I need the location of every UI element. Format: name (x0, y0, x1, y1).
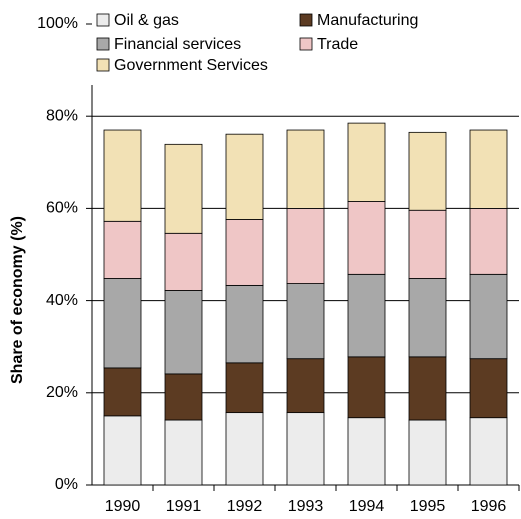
bar-segment (225, 133, 264, 220)
bar-segment (347, 356, 386, 419)
bar-segment (408, 278, 447, 358)
bar-segment (225, 362, 264, 414)
bar-segment (225, 284, 264, 364)
bar-segment (103, 415, 142, 486)
legend-swatch (299, 13, 313, 27)
bar-segment (408, 131, 447, 211)
x-tick-label: 1991 (166, 498, 202, 515)
legend-label: Financial services (114, 36, 241, 53)
bar-segment (103, 278, 142, 369)
legend-swatch (96, 58, 110, 72)
bar-segment (103, 367, 142, 417)
bar-segment (286, 207, 325, 284)
x-tick-label: 1990 (105, 498, 141, 515)
y-tick-label: 80% (46, 107, 78, 124)
bar-segment (286, 129, 325, 209)
bar-segment (164, 290, 203, 375)
bar-segment (286, 283, 325, 360)
bar-segment (469, 417, 508, 486)
y-tick-label: 60% (46, 200, 78, 217)
bar-segment (164, 373, 203, 421)
legend-label: Trade (317, 36, 358, 53)
legend-label: Manufacturing (317, 12, 418, 29)
bar-segment (164, 232, 203, 291)
y-tick-label: 40% (46, 292, 78, 309)
bar-segment (347, 201, 386, 275)
bar-segment (408, 419, 447, 486)
bar-segment (164, 143, 203, 234)
legend-swatch (299, 37, 313, 51)
bar-segment (408, 209, 447, 279)
y-tick-label: 100% (37, 15, 78, 32)
bar-segment (286, 412, 325, 486)
bar-segment (347, 417, 386, 486)
bar-segment (469, 129, 508, 209)
x-tick-label: 1993 (288, 498, 324, 515)
legend-label: Government Services (114, 57, 268, 74)
bar-segment (469, 358, 508, 419)
bar-segment (103, 129, 142, 222)
bar-segment (164, 419, 203, 486)
x-tick-label: 1996 (471, 498, 507, 515)
x-tick-label: 1992 (227, 498, 263, 515)
bar-segment (347, 273, 386, 358)
bar-segment (103, 220, 142, 279)
y-tick-label: 0% (55, 476, 78, 493)
bar-segment (347, 122, 386, 202)
bar-segment (225, 412, 264, 486)
y-axis-label: Share of economy (%) (9, 216, 26, 384)
x-tick-label: 1995 (410, 498, 446, 515)
legend-swatch (96, 37, 110, 51)
legend-swatch (96, 13, 110, 27)
bar-segment (469, 273, 508, 360)
legend-label: Oil & gas (114, 12, 179, 29)
bar-segment (225, 219, 264, 286)
bar-segment (286, 358, 325, 414)
y-tick-label: 20% (46, 384, 78, 401)
bar-segment (408, 356, 447, 421)
bar-segment (469, 207, 508, 275)
x-tick-label: 1994 (349, 498, 385, 515)
